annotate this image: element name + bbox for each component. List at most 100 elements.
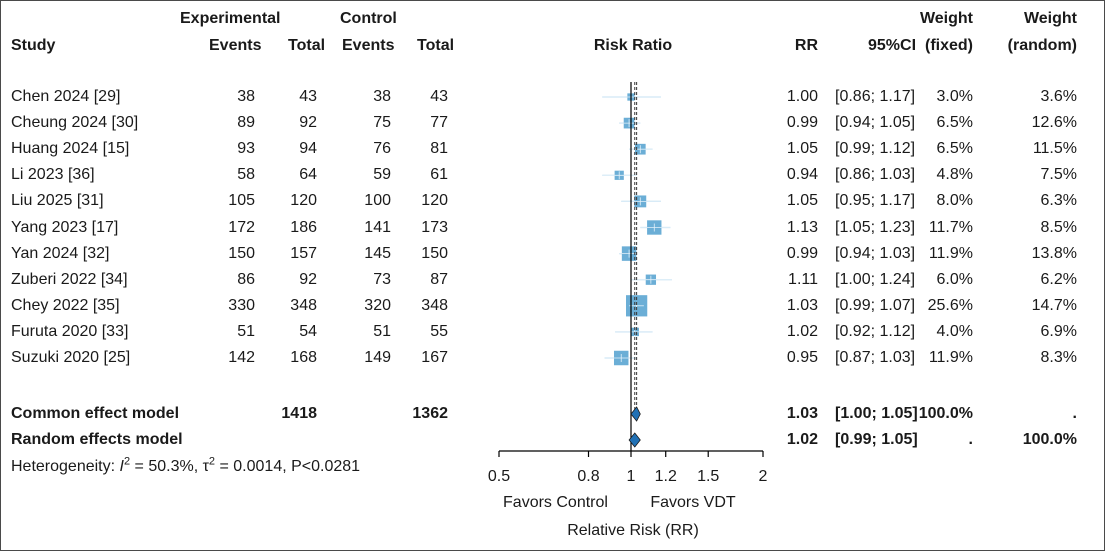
ci-value: [0.99; 1.07] — [835, 296, 916, 314]
weight-random: 6.9% — [1040, 322, 1077, 340]
common-ci: [1.00; 1.05] — [835, 405, 918, 422]
ci-value: [0.86; 1.17] — [835, 88, 916, 105]
header-rr: RR — [794, 37, 818, 54]
study-name: Furuta 2020 [33] — [11, 322, 129, 340]
ctrl-total: 120 — [421, 192, 448, 210]
weight-fixed: 11.9% — [928, 244, 973, 262]
rr-value: 1.11 — [788, 270, 818, 288]
exp-events: 58 — [237, 166, 255, 184]
study-name: Huang 2024 [15] — [11, 140, 130, 158]
tau-sup: 2 — [208, 455, 216, 468]
ctrl-total: 87 — [430, 270, 448, 288]
weight-fixed: 6.5% — [936, 140, 973, 158]
header-exp-total: Total — [288, 37, 326, 54]
header-weight-fixed: Weight — [919, 10, 973, 27]
exp-total: 157 — [290, 244, 317, 262]
random-rr: 1.02 — [786, 431, 818, 448]
header-study: Study — [11, 37, 56, 54]
weight-random: 12.6% — [1031, 114, 1077, 132]
exp-events: 150 — [228, 244, 255, 262]
weight-fixed: 8.0% — [936, 192, 973, 210]
weight-fixed: 3.0% — [936, 88, 973, 105]
exp-events: 142 — [228, 349, 255, 366]
rr-value: 1.03 — [786, 296, 818, 314]
x-tick-label: 0.5 — [487, 468, 511, 485]
x-tick-label: 0.8 — [577, 468, 600, 485]
ci-value: [1.00; 1.24] — [835, 270, 916, 288]
common-exp-total: 1418 — [281, 405, 317, 422]
header-ci: 95%CI — [868, 37, 917, 54]
weight-fixed: 4.0% — [936, 322, 973, 340]
header-control: Control — [340, 10, 397, 27]
exp-total: 43 — [299, 88, 317, 105]
weight-random: 8.5% — [1040, 218, 1077, 236]
exp-events: 86 — [237, 270, 255, 288]
weight-random: 13.8% — [1031, 244, 1077, 262]
rr-value: 1.05 — [786, 140, 818, 158]
weight-fixed: 4.8% — [936, 166, 973, 184]
exp-total: 94 — [299, 140, 317, 158]
ci-value: [0.94; 1.03] — [835, 244, 916, 262]
header-ctrl-events: Events — [342, 37, 395, 54]
rr-value: 1.00 — [786, 88, 818, 105]
study-name: Zuberi 2022 [34] — [11, 270, 128, 288]
rr-value: 0.94 — [786, 166, 818, 184]
exp-total: 92 — [299, 114, 317, 132]
exp-total: 348 — [290, 296, 317, 314]
i2-sup: 2 — [123, 455, 131, 468]
weight-random: 14.7% — [1031, 296, 1077, 314]
rr-value: 0.99 — [786, 114, 818, 132]
ci-value: [0.99; 1.12] — [835, 140, 916, 158]
study-name: Yan 2024 [32] — [11, 244, 110, 262]
study-name: Li 2023 [36] — [11, 166, 95, 184]
random-weight-random: 100.0% — [1022, 431, 1077, 448]
ctrl-events: 59 — [373, 166, 391, 184]
favors-control-label: Favors Control — [503, 494, 608, 511]
x-tick-label: 1.2 — [654, 468, 677, 485]
header-ctrl-total: Total — [417, 37, 455, 54]
rr-value: 1.13 — [786, 218, 818, 236]
heterogeneity-text: Heterogeneity: I2 = 50.3%, τ2 = 0.0014, … — [11, 455, 361, 476]
ctrl-events: 38 — [373, 88, 391, 105]
ci-value: [0.92; 1.12] — [835, 322, 916, 340]
exp-total: 64 — [299, 166, 317, 184]
ctrl-total: 43 — [430, 88, 448, 105]
exp-events: 93 — [237, 140, 255, 158]
ctrl-total: 77 — [430, 114, 448, 132]
study-name: Liu 2025 [31] — [11, 192, 104, 210]
ci-value: [0.86; 1.03] — [835, 166, 916, 184]
i2-value: = 50.3%, — [130, 458, 203, 475]
random-ci: [0.99; 1.05] — [835, 431, 918, 448]
ctrl-total: 173 — [421, 218, 448, 236]
ctrl-events: 145 — [364, 244, 391, 262]
exp-events: 105 — [228, 192, 255, 210]
study-name: Suzuki 2020 [25] — [11, 349, 131, 366]
tau-symbol: τ — [202, 458, 209, 475]
random-weight-fixed: . — [968, 431, 973, 448]
ctrl-events: 320 — [364, 296, 391, 314]
rr-value: 1.02 — [786, 322, 818, 340]
ctrl-events: 75 — [373, 114, 391, 132]
x-tick-label: 1.5 — [697, 468, 720, 485]
ctrl-total: 150 — [421, 244, 448, 262]
header-weight-random: Weight — [1023, 10, 1077, 27]
weight-fixed: 6.0% — [936, 270, 973, 288]
weight-fixed: 11.9% — [928, 349, 973, 366]
header-experimental: Experimental — [180, 10, 281, 27]
tau-value: = 0.0014, P<0.0281 — [215, 458, 361, 475]
ctrl-events: 100 — [364, 192, 391, 210]
weight-fixed: 11.7% — [928, 218, 973, 236]
heterogeneity-prefix: Heterogeneity: — [11, 458, 120, 475]
weight-random: 6.2% — [1040, 270, 1077, 288]
header-fixed: (fixed) — [925, 37, 973, 54]
common-effect-diamond — [630, 406, 641, 422]
ci-value: [0.94; 1.05] — [835, 114, 916, 132]
rr-value: 1.05 — [786, 192, 818, 210]
ctrl-events: 73 — [373, 270, 391, 288]
study-name: Cheung 2024 [30] — [11, 114, 139, 132]
x-tick-label: 2 — [758, 468, 768, 485]
study-name: Yang 2023 [17] — [11, 218, 119, 236]
ci-value: [0.87; 1.03] — [835, 349, 916, 366]
rr-value: 0.95 — [786, 349, 818, 366]
